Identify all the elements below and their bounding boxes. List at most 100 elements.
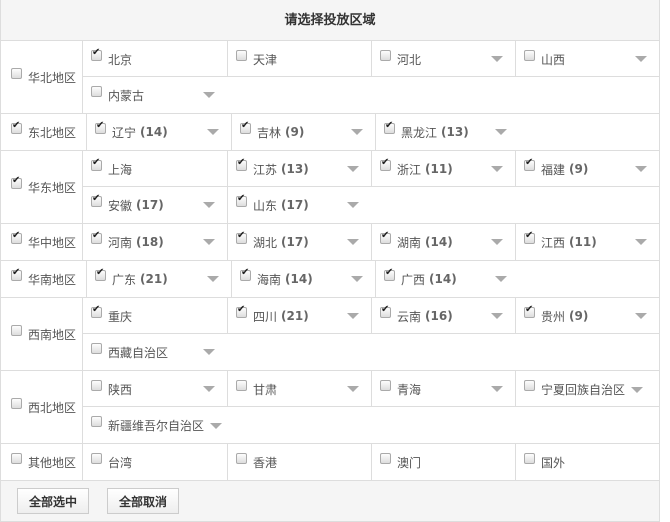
- province-checkbox[interactable]: [524, 157, 535, 171]
- province-checkbox[interactable]: [91, 304, 102, 318]
- province-item[interactable]: 贵州(9): [515, 298, 659, 334]
- province-checkbox[interactable]: [95, 120, 106, 134]
- province-checkbox[interactable]: [91, 193, 102, 207]
- region-checkbox-label[interactable]: 华东地区: [1, 151, 83, 223]
- province-checkbox[interactable]: [91, 230, 102, 244]
- province-item[interactable]: 内蒙古: [83, 77, 227, 113]
- province-item[interactable]: 吉林(9): [231, 114, 375, 150]
- dropdown-arrow-icon[interactable]: [203, 386, 215, 392]
- dropdown-arrow-icon[interactable]: [635, 166, 647, 172]
- province-checkbox[interactable]: [380, 157, 391, 171]
- region-checkbox[interactable]: [11, 67, 22, 79]
- province-checkbox[interactable]: [91, 342, 102, 354]
- province-item[interactable]: 江苏(13): [227, 151, 371, 187]
- province-checkbox[interactable]: [236, 49, 247, 61]
- region-checkbox[interactable]: [11, 452, 22, 464]
- province-checkbox[interactable]: [91, 157, 102, 171]
- dropdown-arrow-icon[interactable]: [347, 166, 359, 172]
- province-checkbox[interactable]: [384, 120, 395, 134]
- province-checkbox[interactable]: [91, 379, 102, 391]
- dropdown-arrow-icon[interactable]: [491, 166, 503, 172]
- dropdown-arrow-icon[interactable]: [491, 56, 503, 62]
- province-checkbox[interactable]: [524, 452, 535, 464]
- province-item[interactable]: 河南(18): [83, 224, 227, 260]
- province-checkbox[interactable]: [91, 452, 102, 464]
- province-checkbox[interactable]: [380, 452, 391, 464]
- region-checkbox-label[interactable]: 华南地区: [1, 261, 87, 297]
- province-item[interactable]: 青海: [371, 371, 515, 407]
- dropdown-arrow-icon[interactable]: [207, 276, 219, 282]
- province-item[interactable]: 新疆维吾尔自治区: [83, 407, 227, 443]
- province-item[interactable]: 黑龙江(13): [375, 114, 519, 150]
- dropdown-arrow-icon[interactable]: [203, 349, 215, 355]
- province-checkbox[interactable]: [91, 47, 102, 61]
- region-checkbox[interactable]: [11, 324, 22, 336]
- province-checkbox[interactable]: [524, 230, 535, 244]
- province-item[interactable]: 河北: [371, 41, 515, 77]
- dropdown-arrow-icon[interactable]: [631, 387, 644, 393]
- province-item[interactable]: 上海: [83, 151, 227, 187]
- region-checkbox-label[interactable]: 西北地区: [1, 371, 83, 443]
- province-item[interactable]: 北京: [83, 41, 227, 77]
- province-checkbox[interactable]: [240, 267, 251, 281]
- province-item[interactable]: 四川(21): [227, 298, 371, 334]
- province-item[interactable]: 澳门: [371, 444, 515, 480]
- province-checkbox[interactable]: [236, 230, 247, 244]
- province-item[interactable]: 福建(9): [515, 151, 659, 187]
- province-item[interactable]: 海南(14): [231, 261, 375, 297]
- province-checkbox[interactable]: [91, 415, 102, 427]
- province-checkbox[interactable]: [380, 230, 391, 244]
- dropdown-arrow-icon[interactable]: [635, 239, 647, 245]
- dropdown-arrow-icon[interactable]: [351, 129, 363, 135]
- province-checkbox[interactable]: [524, 49, 535, 61]
- region-checkbox-label[interactable]: 西南地区: [1, 298, 83, 370]
- province-checkbox[interactable]: [236, 379, 247, 391]
- province-item[interactable]: 广西(14): [375, 261, 519, 297]
- region-checkbox-label[interactable]: 华中地区: [1, 224, 83, 260]
- select-all-button[interactable]: 全部选中: [17, 488, 90, 514]
- region-checkbox[interactable]: [11, 267, 22, 281]
- region-checkbox[interactable]: [11, 230, 22, 244]
- province-checkbox[interactable]: [524, 379, 535, 391]
- region-checkbox[interactable]: [11, 175, 22, 189]
- province-item[interactable]: 湖南(14): [371, 224, 515, 260]
- dropdown-arrow-icon[interactable]: [491, 386, 503, 392]
- province-checkbox[interactable]: [236, 452, 247, 464]
- region-checkbox-label[interactable]: 东北地区: [1, 114, 87, 150]
- province-item[interactable]: 甘肃: [227, 371, 371, 407]
- dropdown-arrow-icon[interactable]: [203, 202, 215, 208]
- province-item[interactable]: 天津: [227, 41, 371, 77]
- dropdown-arrow-icon[interactable]: [495, 276, 507, 282]
- province-checkbox[interactable]: [384, 267, 395, 281]
- dropdown-arrow-icon[interactable]: [203, 92, 215, 98]
- dropdown-arrow-icon[interactable]: [491, 239, 503, 245]
- region-checkbox-label[interactable]: 华北地区: [1, 41, 83, 113]
- province-item[interactable]: 辽宁(14): [87, 114, 231, 150]
- dropdown-arrow-icon[interactable]: [491, 313, 503, 319]
- province-item[interactable]: 台湾: [83, 444, 227, 480]
- dropdown-arrow-icon[interactable]: [347, 202, 359, 208]
- region-checkbox-label[interactable]: 其他地区: [1, 444, 83, 480]
- dropdown-arrow-icon[interactable]: [347, 386, 359, 392]
- province-checkbox[interactable]: [236, 157, 247, 171]
- province-checkbox[interactable]: [380, 304, 391, 318]
- region-checkbox[interactable]: [11, 120, 22, 134]
- province-item[interactable]: 浙江(11): [371, 151, 515, 187]
- province-checkbox[interactable]: [236, 193, 247, 207]
- dropdown-arrow-icon[interactable]: [635, 313, 647, 319]
- province-item[interactable]: 宁夏回族自治区: [515, 371, 659, 407]
- region-checkbox[interactable]: [11, 397, 22, 409]
- province-checkbox[interactable]: [380, 379, 391, 391]
- province-item[interactable]: 国外: [515, 444, 659, 480]
- dropdown-arrow-icon[interactable]: [347, 239, 359, 245]
- province-item[interactable]: 山东(17): [227, 187, 371, 223]
- dropdown-arrow-icon[interactable]: [207, 129, 219, 135]
- province-checkbox[interactable]: [240, 120, 251, 134]
- dropdown-arrow-icon[interactable]: [203, 239, 215, 245]
- province-item[interactable]: 广东(21): [87, 261, 231, 297]
- province-checkbox[interactable]: [95, 267, 106, 281]
- province-checkbox[interactable]: [380, 49, 391, 61]
- deselect-all-button[interactable]: 全部取消: [107, 488, 180, 514]
- province-item[interactable]: 山西: [515, 41, 659, 77]
- province-checkbox[interactable]: [91, 85, 102, 97]
